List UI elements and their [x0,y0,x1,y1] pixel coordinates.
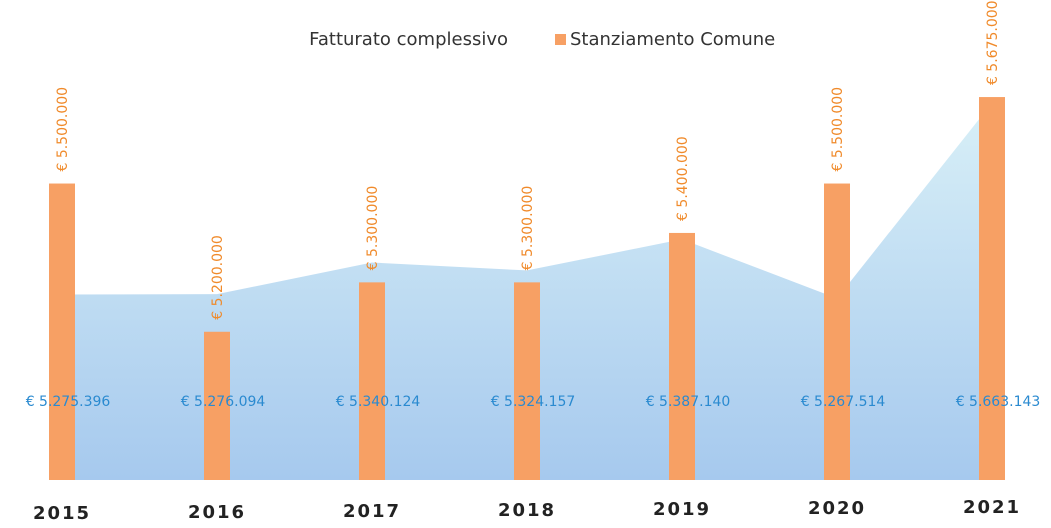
area-value-label: € 5.663.143 [956,394,1041,410]
bar-value-label: € 5.300.000 [520,186,536,271]
x-tick-label: 2021 [963,497,1021,518]
bar [669,232,695,480]
bar-value-label: € 5.200.000 [210,235,226,320]
area-value-label: € 5.340.124 [336,394,421,410]
bar-value-label: € 5.300.000 [365,186,381,271]
x-tick-label: 2020 [808,498,866,519]
bar-value-label: € 5.500.000 [830,87,846,172]
x-tick-label: 2018 [498,500,556,521]
area-value-label: € 5.324.157 [491,394,576,410]
bar [359,282,385,480]
area-value-label: € 5.267.514 [801,394,886,410]
legend: Fatturato complessivo Stanziamento Comun… [309,29,775,50]
bar [824,183,850,480]
x-tick-label: 2016 [188,502,246,523]
x-tick-label: 2019 [653,499,711,520]
bar [204,331,230,480]
x-tick-label: 2017 [343,501,401,522]
bar-value-label: € 5.675.000 [985,0,1001,85]
area-value-label: € 5.275.396 [26,394,111,410]
area-value-label: € 5.387.140 [646,394,731,410]
bar-value-label: € 5.500.000 [55,87,71,172]
bar [979,97,1005,480]
bar [514,282,540,480]
legend-label: Stanziamento Comune [570,29,775,50]
legend-label: Fatturato complessivo [309,29,508,50]
x-tick-label: 2015 [33,503,91,524]
area-value-label: € 5.276.094 [181,394,266,410]
bar [49,183,75,480]
bar-value-label: € 5.400.000 [675,136,691,221]
legend-swatch [555,34,566,45]
